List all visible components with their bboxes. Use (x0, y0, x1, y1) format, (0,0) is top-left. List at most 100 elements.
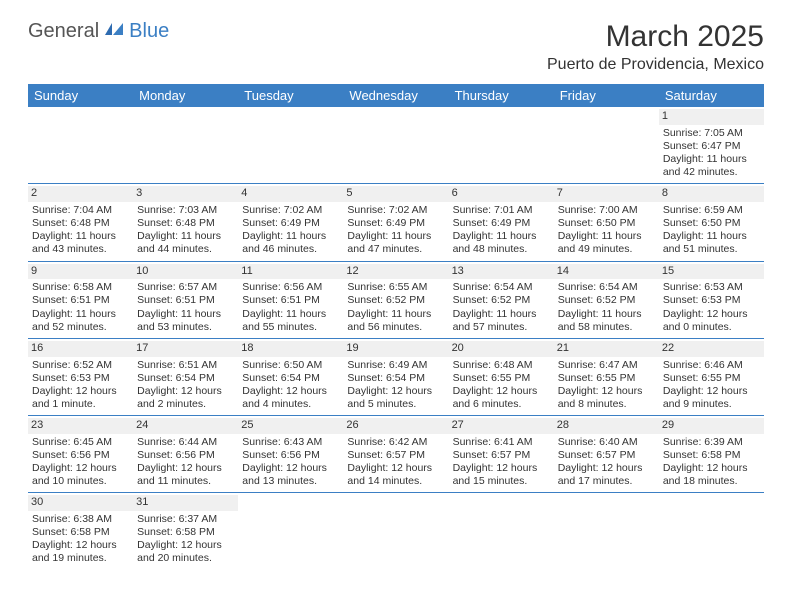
day-number: 6 (449, 186, 554, 202)
day-number: 16 (28, 341, 133, 357)
sunrise-text: Sunrise: 6:54 AM (558, 281, 655, 294)
day-number: 13 (449, 264, 554, 280)
sunrise-text: Sunrise: 6:53 AM (663, 281, 760, 294)
location: Puerto de Providencia, Mexico (547, 56, 764, 74)
logo: General Blue (28, 20, 169, 43)
calendar-cell: 13Sunrise: 6:54 AMSunset: 6:52 PMDayligh… (449, 261, 554, 338)
day-header: Monday (133, 84, 238, 107)
day-number: 31 (133, 495, 238, 511)
daylight-text: Daylight: 12 hours and 20 minutes. (137, 539, 234, 565)
day-number: 2 (28, 186, 133, 202)
calendar-cell: 24Sunrise: 6:44 AMSunset: 6:56 PMDayligh… (133, 416, 238, 493)
day-header-row: SundayMondayTuesdayWednesdayThursdayFrid… (28, 84, 764, 107)
calendar-cell: 17Sunrise: 6:51 AMSunset: 6:54 PMDayligh… (133, 338, 238, 415)
calendar-cell: 26Sunrise: 6:42 AMSunset: 6:57 PMDayligh… (343, 416, 448, 493)
day-number: 10 (133, 264, 238, 280)
sunrise-text: Sunrise: 6:50 AM (242, 359, 339, 372)
calendar-week: 16 Sunrise: 6:52 AMSunset: 6:53 PM Dayligh… (28, 338, 764, 415)
daylight-text: Daylight: 12 hours and 11 minutes. (137, 462, 234, 488)
calendar-cell: 21 Sunrise: 6:47 AMSunset: 6:55 PMDayligh… (554, 338, 659, 415)
daylight-text: Daylight: 11 hours and 43 minutes. (32, 230, 129, 256)
day-number: 14 (554, 264, 659, 280)
day-number: 25 (238, 418, 343, 434)
day-number: 1 (659, 109, 764, 125)
sunrise-text: Sunrise: 6:56 AM (242, 281, 339, 294)
daylight-text: Daylight: 11 hours and 57 minutes. (453, 308, 550, 334)
sunrise-text: Sunrise: 6:41 AM (453, 436, 550, 449)
calendar-cell: 3Sunrise: 7:03 AMSunset: 6:48 PMDaylight… (133, 184, 238, 261)
sunrise-text: Sunrise: 6:44 AM (137, 436, 234, 449)
calendar-cell: 5Sunrise: 7:02 AMSunset: 6:49 PMDaylight… (343, 184, 448, 261)
sunrise-text: Sunrise: 7:04 AM (32, 204, 129, 217)
sunset-text: Sunset: 6:52 PM (453, 294, 550, 307)
calendar-cell: 20Sunrise: 6:48 AMSunset: 6:55 PMDayligh… (449, 338, 554, 415)
calendar-cell: 31 Sunrise: 6:37 AMSunset: 6:58 PMDayligh… (133, 493, 238, 570)
daylight-text: Daylight: 11 hours and 56 minutes. (347, 308, 444, 334)
daylight-text: Daylight: 11 hours and 49 minutes. (558, 230, 655, 256)
calendar-cell: 7Sunrise: 7:00 AMSunset: 6:50 PMDaylight… (554, 184, 659, 261)
sunrise-text: Sunrise: 6:43 AM (242, 436, 339, 449)
day-number: 5 (343, 186, 448, 202)
sunrise-text: Sunrise: 7:00 AM (558, 204, 655, 217)
daylight-text: Daylight: 11 hours and 55 minutes. (242, 308, 339, 334)
day-number: 3 (133, 186, 238, 202)
sunset-text: Sunset: 6:53 PM (32, 372, 129, 385)
calendar-cell: 9Sunrise: 6:58 AMSunset: 6:51 PMDaylight… (28, 261, 133, 338)
sunset-text: Sunset: 6:50 PM (558, 217, 655, 230)
daylight-text: Daylight: 11 hours and 58 minutes. (558, 308, 655, 334)
sunrise-text: Sunrise: 6:57 AM (137, 281, 234, 294)
day-number: 29 (659, 418, 764, 434)
sunrise-text: Sunrise: 6:52 AM (32, 359, 129, 372)
calendar-cell: 18Sunrise: 6:50 AMSunset: 6:54 PMDayligh… (238, 338, 343, 415)
calendar-cell (238, 107, 343, 184)
daylight-text: Daylight: 11 hours and 53 minutes. (137, 308, 234, 334)
sunset-text: Sunset: 6:58 PM (137, 526, 234, 539)
day-number: 22 (659, 341, 764, 357)
day-number: 27 (449, 418, 554, 434)
month-title: March 2025 (547, 20, 764, 54)
sunset-text: Sunset: 6:54 PM (242, 372, 339, 385)
sunrise-text: Sunrise: 6:47 AM (558, 359, 655, 372)
day-number: 21 (554, 341, 659, 357)
day-number: 9 (28, 264, 133, 280)
daylight-text: Daylight: 12 hours and 15 minutes. (453, 462, 550, 488)
daylight-text: Daylight: 12 hours and 18 minutes. (663, 462, 760, 488)
daylight-text: Daylight: 12 hours and 5 minutes. (347, 385, 444, 411)
calendar-cell (449, 493, 554, 570)
daylight-text: Daylight: 12 hours and 8 minutes. (558, 385, 655, 411)
daylight-text: Daylight: 12 hours and 13 minutes. (242, 462, 339, 488)
sunset-text: Sunset: 6:48 PM (137, 217, 234, 230)
day-number: 12 (343, 264, 448, 280)
sunrise-text: Sunrise: 7:03 AM (137, 204, 234, 217)
calendar-body: 1Sunrise: 7:05 AMSunset: 6:47 PMDaylight… (28, 107, 764, 570)
daylight-text: Daylight: 11 hours and 51 minutes. (663, 230, 760, 256)
calendar-cell: 15Sunrise: 6:53 AMSunset: 6:53 PMDayligh… (659, 261, 764, 338)
sunset-text: Sunset: 6:53 PM (663, 294, 760, 307)
sunrise-text: Sunrise: 7:05 AM (663, 127, 760, 140)
day-number: 26 (343, 418, 448, 434)
day-number: 30 (28, 495, 133, 511)
calendar-week: 2 Sunrise: 7:04 AM Sunset: 6:48 PM Daylight… (28, 184, 764, 261)
sunset-text: Sunset: 6:54 PM (347, 372, 444, 385)
logo-text-general: General (28, 20, 99, 43)
calendar-cell: 11Sunrise: 6:56 AMSunset: 6:51 PMDayligh… (238, 261, 343, 338)
sunrise-text: Sunrise: 7:01 AM (453, 204, 550, 217)
day-number: 17 (133, 341, 238, 357)
sunset-text: Sunset: 6:51 PM (32, 294, 129, 307)
calendar-week: 1Sunrise: 7:05 AMSunset: 6:47 PMDaylight… (28, 107, 764, 184)
header: General Blue March 2025 Puerto de Provid… (28, 20, 764, 74)
calendar-cell: 23Sunrise: 6:45 AMSunset: 6:56 PMDayligh… (28, 416, 133, 493)
sunrise-text: Sunrise: 6:42 AM (347, 436, 444, 449)
daylight-text: Daylight: 12 hours and 9 minutes. (663, 385, 760, 411)
day-header: Tuesday (238, 84, 343, 107)
calendar-cell (554, 107, 659, 184)
sunrise-text: Sunrise: 6:37 AM (137, 513, 234, 526)
calendar-cell (238, 493, 343, 570)
flag-icon (105, 21, 127, 42)
sunset-text: Sunset: 6:55 PM (558, 372, 655, 385)
daylight-text: Daylight: 12 hours and 17 minutes. (558, 462, 655, 488)
sunset-text: Sunset: 6:56 PM (32, 449, 129, 462)
day-number: 8 (659, 186, 764, 202)
sunrise-text: Sunrise: 6:48 AM (453, 359, 550, 372)
calendar-cell (449, 107, 554, 184)
